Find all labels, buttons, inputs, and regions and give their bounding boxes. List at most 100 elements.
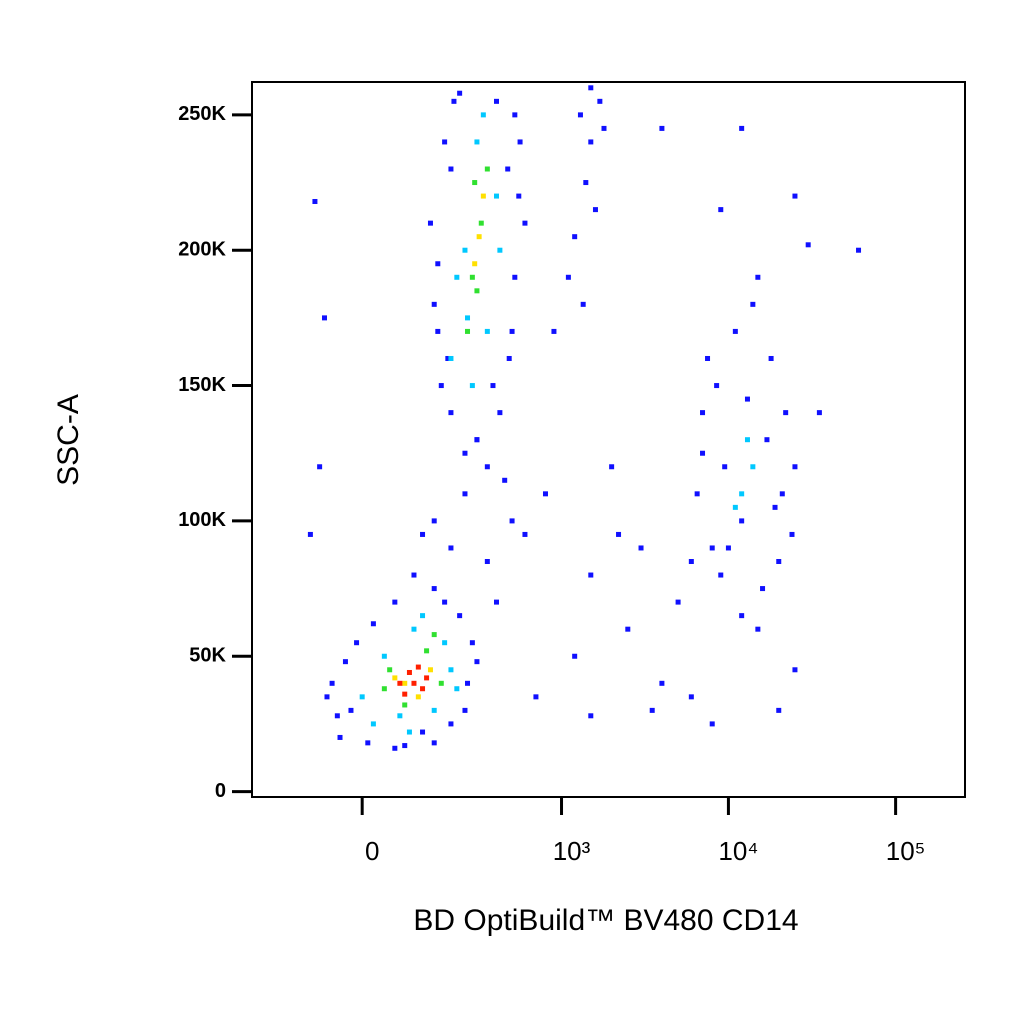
point bbox=[442, 599, 448, 605]
point bbox=[420, 686, 426, 692]
y-tick-label: 200K bbox=[178, 238, 226, 260]
point bbox=[334, 713, 340, 719]
point bbox=[370, 721, 376, 727]
y-tick-label: 100K bbox=[178, 509, 226, 531]
point bbox=[387, 667, 393, 673]
point bbox=[750, 301, 756, 307]
point bbox=[739, 518, 745, 524]
point bbox=[478, 220, 484, 226]
point bbox=[484, 166, 490, 172]
point bbox=[714, 383, 720, 389]
point bbox=[445, 355, 451, 361]
point bbox=[424, 675, 430, 681]
point bbox=[856, 247, 862, 253]
point bbox=[435, 261, 441, 267]
point bbox=[448, 166, 454, 172]
point bbox=[509, 328, 515, 334]
point bbox=[337, 734, 343, 740]
point bbox=[718, 572, 724, 578]
point bbox=[457, 90, 463, 96]
point bbox=[420, 729, 426, 735]
point bbox=[732, 328, 738, 334]
point bbox=[365, 740, 371, 746]
point bbox=[424, 648, 430, 654]
point bbox=[448, 721, 454, 727]
point bbox=[601, 125, 607, 131]
point bbox=[750, 464, 756, 470]
point bbox=[411, 572, 417, 578]
point bbox=[542, 491, 548, 497]
point bbox=[402, 691, 408, 697]
point bbox=[805, 242, 811, 248]
point bbox=[381, 653, 387, 659]
point bbox=[592, 207, 598, 213]
point bbox=[732, 504, 738, 510]
point bbox=[688, 694, 694, 700]
point bbox=[709, 545, 715, 551]
point bbox=[588, 572, 594, 578]
point bbox=[572, 653, 578, 659]
point bbox=[580, 301, 586, 307]
point bbox=[551, 328, 557, 334]
point bbox=[776, 707, 782, 713]
point bbox=[474, 437, 480, 443]
y-tick-label: 0 bbox=[215, 780, 226, 802]
point bbox=[565, 274, 571, 280]
point bbox=[577, 112, 583, 118]
point bbox=[517, 139, 523, 145]
point bbox=[772, 504, 778, 510]
point bbox=[402, 702, 408, 708]
plot-frame bbox=[251, 81, 966, 798]
point bbox=[402, 680, 408, 686]
point bbox=[359, 694, 365, 700]
point bbox=[442, 640, 448, 646]
point bbox=[705, 355, 711, 361]
point bbox=[329, 680, 335, 686]
x-tick-label: 10³ bbox=[553, 836, 591, 866]
point bbox=[435, 328, 441, 334]
point bbox=[688, 559, 694, 565]
point bbox=[317, 464, 323, 470]
point bbox=[472, 180, 478, 186]
point bbox=[462, 450, 468, 456]
point bbox=[427, 220, 433, 226]
point bbox=[354, 640, 360, 646]
point bbox=[779, 491, 785, 497]
point bbox=[420, 613, 426, 619]
point bbox=[431, 586, 437, 592]
point bbox=[480, 112, 486, 118]
point bbox=[321, 315, 327, 321]
point bbox=[448, 545, 454, 551]
point bbox=[484, 559, 490, 565]
point bbox=[792, 667, 798, 673]
point bbox=[476, 234, 482, 240]
point bbox=[700, 410, 706, 416]
point bbox=[484, 464, 490, 470]
point bbox=[442, 139, 448, 145]
point bbox=[431, 740, 437, 746]
point bbox=[462, 247, 468, 253]
y-axis-label: SSC-A bbox=[52, 394, 85, 486]
point bbox=[465, 315, 471, 321]
y-tick-label: 150K bbox=[178, 374, 226, 396]
point bbox=[588, 85, 594, 91]
point bbox=[474, 288, 480, 294]
point bbox=[454, 274, 460, 280]
point bbox=[438, 383, 444, 389]
point bbox=[512, 112, 518, 118]
point bbox=[709, 721, 715, 727]
point bbox=[431, 301, 437, 307]
point bbox=[659, 680, 665, 686]
point bbox=[572, 234, 578, 240]
point bbox=[474, 139, 480, 145]
point bbox=[649, 707, 655, 713]
point bbox=[402, 743, 408, 749]
point bbox=[411, 626, 417, 632]
point bbox=[406, 729, 412, 735]
point bbox=[392, 745, 398, 751]
point bbox=[700, 450, 706, 456]
point bbox=[789, 531, 795, 537]
point bbox=[397, 680, 403, 686]
point bbox=[472, 261, 478, 267]
